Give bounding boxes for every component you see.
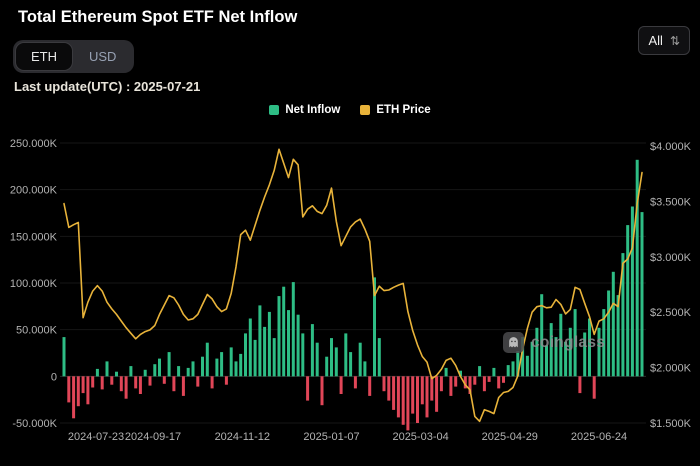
coinglass-watermark-text: coinglass: [531, 333, 606, 351]
svg-text:2025-01-07: 2025-01-07: [303, 431, 359, 443]
legend-item-eth-price[interactable]: ETH Price: [360, 104, 431, 116]
coinglass-watermark: coinglass: [503, 332, 605, 353]
unit-toggle-usd[interactable]: USD: [74, 43, 131, 70]
svg-text:2024-09-17: 2024-09-17: [125, 431, 181, 443]
legend-label-eth-price: ETH Price: [376, 104, 431, 116]
svg-text:250.000K: 250.000K: [10, 138, 58, 150]
svg-text:150.000K: 150.000K: [10, 231, 58, 243]
range-select[interactable]: All ⇅: [638, 26, 690, 55]
svg-text:$4.000K: $4.000K: [650, 141, 692, 153]
svg-text:2025-06-24: 2025-06-24: [571, 431, 627, 443]
chart-legend: Net Inflow ETH Price: [0, 104, 700, 116]
svg-text:$2.500K: $2.500K: [650, 307, 692, 319]
svg-text:2024-07-23: 2024-07-23: [68, 431, 124, 443]
svg-text:0: 0: [51, 371, 57, 383]
svg-text:2024-11-12: 2024-11-12: [215, 431, 270, 443]
svg-text:2025-04-29: 2025-04-29: [482, 431, 538, 443]
svg-text:50.000K: 50.000K: [16, 325, 58, 337]
svg-text:100.000K: 100.000K: [10, 278, 58, 290]
net-inflow-swatch: [269, 105, 280, 115]
eth-price-swatch: [360, 105, 371, 115]
svg-text:-50.000K: -50.000K: [12, 418, 57, 430]
svg-text:$2.000K: $2.000K: [650, 363, 692, 375]
page-title: Total Ethereum Spot ETF Net Inflow: [18, 8, 298, 26]
svg-text:$3.500K: $3.500K: [650, 196, 692, 208]
last-update-label: Last update(UTC) : 2025-07-21: [14, 79, 201, 94]
unit-toggle-eth[interactable]: ETH: [16, 43, 72, 70]
svg-text:$1.500K: $1.500K: [650, 418, 692, 430]
etf-netflow-chart[interactable]: 250.000K 200.000K 150.000K 100.000K 50.000K 0…: [0, 130, 700, 450]
svg-text:2025-03-04: 2025-03-04: [392, 431, 448, 443]
legend-label-net-inflow: Net Inflow: [285, 104, 341, 116]
range-select-value: All: [648, 33, 663, 48]
chart-area[interactable]: 250.000K 200.000K 150.000K 100.000K 50.000K 0…: [0, 130, 700, 466]
sort-arrows-icon: ⇅: [669, 33, 680, 48]
svg-text:$3.000K: $3.000K: [650, 252, 692, 264]
coinglass-logo-icon: [503, 332, 524, 353]
svg-text:200.000K: 200.000K: [10, 185, 58, 197]
unit-toggle: ETH USD: [13, 40, 135, 73]
legend-item-net-inflow[interactable]: Net Inflow: [269, 104, 340, 116]
